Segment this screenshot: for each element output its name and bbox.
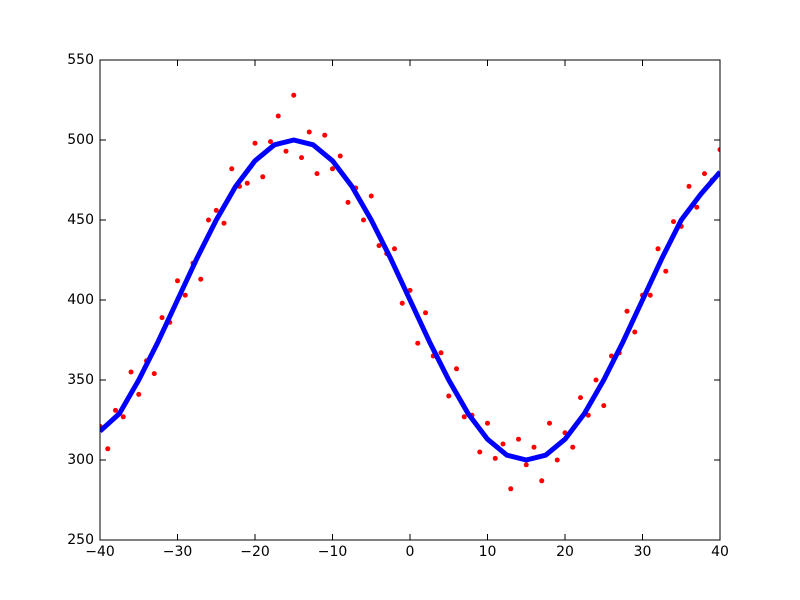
scatter-point [213, 207, 219, 213]
x-tick-label: −20 [240, 544, 270, 560]
scatter-point [368, 193, 374, 199]
scatter-point [306, 129, 312, 135]
y-tick-label: 500 [67, 132, 94, 148]
x-tick-label: 20 [556, 544, 574, 560]
scatter-point [438, 350, 444, 356]
scatter-point [461, 414, 467, 420]
scatter-point [175, 278, 180, 284]
y-tick-label: 400 [67, 292, 94, 308]
scatter-point [221, 220, 227, 226]
scatter-point [291, 92, 297, 98]
scatter-point [206, 217, 211, 223]
scatter-point [128, 369, 134, 375]
scatter-point [454, 366, 459, 372]
scatter-point [252, 140, 258, 146]
scatter-point [376, 243, 382, 249]
y-tick-label: 250 [67, 532, 94, 548]
scatter-point [523, 462, 529, 468]
plot-area [100, 92, 720, 492]
scatter-point [717, 147, 720, 153]
scatter-point [415, 340, 421, 346]
scatter-point [105, 446, 111, 452]
y-tick-label: 350 [67, 372, 94, 388]
scatter-point [624, 308, 630, 314]
scatter-point [322, 132, 328, 138]
scatter-point [500, 441, 506, 447]
scatter-point [516, 436, 521, 442]
scatter-point [694, 204, 700, 210]
scatter-point [601, 403, 607, 409]
scatter-point [554, 457, 560, 463]
scatter-point [275, 113, 281, 119]
scatter-point [508, 486, 514, 492]
x-tick-label: 30 [634, 544, 652, 560]
scatter-point [578, 395, 583, 401]
scatter-point [392, 246, 397, 252]
scatter-point [299, 155, 304, 161]
scatter-point [399, 300, 405, 306]
scatter-point [446, 393, 452, 399]
scatter-point [337, 153, 343, 159]
x-tick-label: −40 [85, 544, 115, 560]
x-tick-label: −10 [318, 544, 348, 560]
scatter-point [120, 414, 126, 420]
scatter-point [539, 478, 545, 484]
scatter-point [345, 199, 351, 205]
scatter-point [244, 180, 250, 186]
scatter-point [260, 174, 266, 180]
scatter-point [632, 329, 638, 335]
scatter-point [593, 377, 599, 383]
scatter-point [361, 217, 366, 223]
scatter-point [570, 444, 576, 450]
y-tick-label: 550 [67, 52, 94, 68]
scatter-point [151, 371, 157, 377]
scatter-point [647, 292, 653, 298]
scatter-point [198, 276, 204, 282]
x-tick-label: 0 [406, 544, 415, 560]
scatter-point [229, 166, 235, 172]
scatter-point [314, 171, 320, 177]
scatter-point [136, 391, 142, 397]
scatter-point [663, 268, 669, 274]
scatter-point [159, 315, 165, 321]
scatter-point [547, 420, 552, 426]
scatter-point [330, 166, 335, 172]
scatter-point [423, 310, 428, 316]
scatter-point [655, 246, 661, 252]
scatter-point [283, 148, 289, 154]
scatter-point [686, 183, 692, 189]
scatter-point [113, 407, 118, 413]
line [100, 137, 720, 463]
scatter-point [702, 171, 707, 177]
scatter-point [492, 455, 498, 461]
scatter-point [477, 449, 483, 455]
y-tick-label: 450 [67, 212, 94, 228]
x-tick-label: 10 [479, 544, 497, 560]
scatter-point [268, 139, 273, 145]
y-tick-label: 300 [67, 452, 94, 468]
scatter-point [182, 292, 188, 298]
scatter-point [531, 444, 537, 450]
scatter-point [485, 420, 490, 426]
x-tick-label: 40 [711, 544, 729, 560]
x-tick-label: −30 [163, 544, 193, 560]
scatter-point [671, 219, 676, 225]
